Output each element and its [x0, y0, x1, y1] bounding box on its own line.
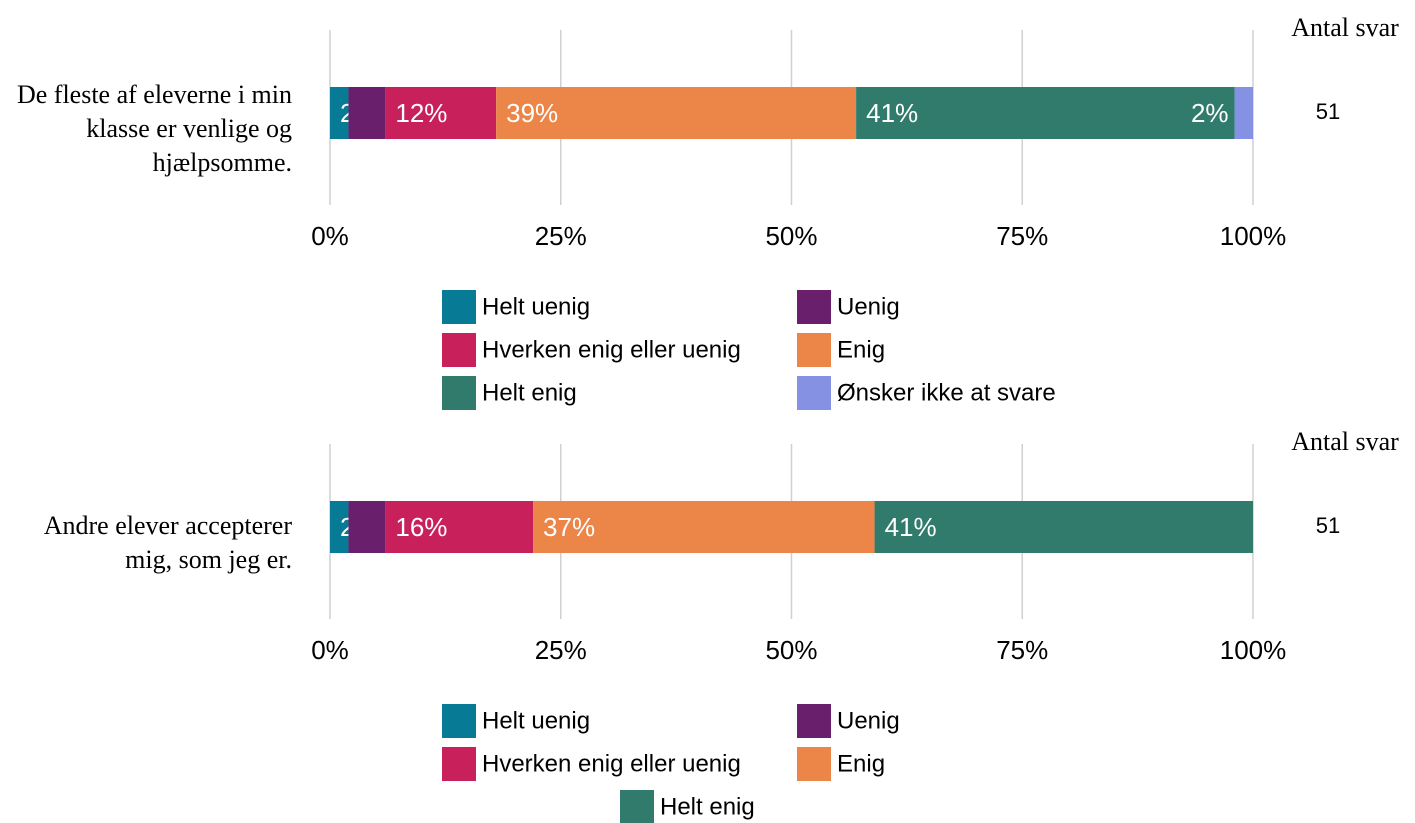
legend-swatch [797, 704, 831, 738]
legend-label: Uenig [837, 293, 900, 320]
legend-label: Helt enig [660, 793, 755, 820]
legend-label: Hverken enig eller uenig [482, 750, 741, 777]
x-tick-label: 50% [765, 221, 817, 251]
legend-swatch [797, 290, 831, 324]
data-label: 16% [395, 512, 447, 542]
legend-swatch [442, 290, 476, 324]
x-tick-label: 100% [1220, 635, 1287, 665]
data-label: 39% [506, 98, 558, 128]
x-tick-label: 100% [1220, 221, 1287, 251]
data-label: 41% [885, 512, 937, 542]
category-label: De fleste af eleverne i min klasse er ven… [17, 80, 292, 177]
bar-segment [385, 87, 497, 139]
legend-swatch [797, 333, 831, 367]
bar-segment [1234, 87, 1253, 139]
bar-segment [348, 87, 386, 139]
legend-swatch [442, 333, 476, 367]
x-tick-label: 25% [535, 635, 587, 665]
legend-swatch [620, 790, 654, 823]
legend-label: Ønsker ikke at svare [837, 379, 1056, 406]
x-tick-label: 0% [311, 635, 349, 665]
legend-label: Enig [837, 336, 885, 363]
data-label: 37% [543, 512, 595, 542]
bar-segment [330, 87, 349, 139]
data-label: 2% [1191, 98, 1229, 128]
legend-swatch [797, 747, 831, 781]
legend-label: Helt enig [482, 379, 577, 406]
data-label: 41% [866, 98, 918, 128]
bar-segment [330, 501, 349, 553]
bar-segment [874, 501, 1253, 553]
data-label: 12% [395, 98, 447, 128]
x-tick-label: 75% [996, 221, 1048, 251]
x-tick-label: 50% [765, 635, 817, 665]
bar-segment [385, 501, 534, 553]
legend-swatch [442, 704, 476, 738]
legend-label: Enig [837, 750, 885, 777]
bar-segment [496, 87, 857, 139]
bar-segment [856, 87, 1235, 139]
count: 51 [1316, 99, 1340, 124]
x-tick-label: 25% [535, 221, 587, 251]
legend-label: Helt uenig [482, 293, 590, 320]
x-tick-label: 0% [311, 221, 349, 251]
count-header: Antal svar [1291, 13, 1399, 42]
legend-label: Helt uenig [482, 707, 590, 734]
category-label: Andre elever accepterer mig, som jeg er. [44, 511, 293, 574]
x-tick-label: 75% [996, 635, 1048, 665]
legend-label: Uenig [837, 707, 900, 734]
bar-segment [348, 501, 386, 553]
legend-swatch [797, 376, 831, 410]
count: 51 [1316, 513, 1340, 538]
legend-swatch [442, 376, 476, 410]
bar-segment [533, 501, 875, 553]
legend-swatch [442, 747, 476, 781]
legend-label: Hverken enig eller uenig [482, 336, 741, 363]
count-header: Antal svar [1291, 427, 1399, 456]
